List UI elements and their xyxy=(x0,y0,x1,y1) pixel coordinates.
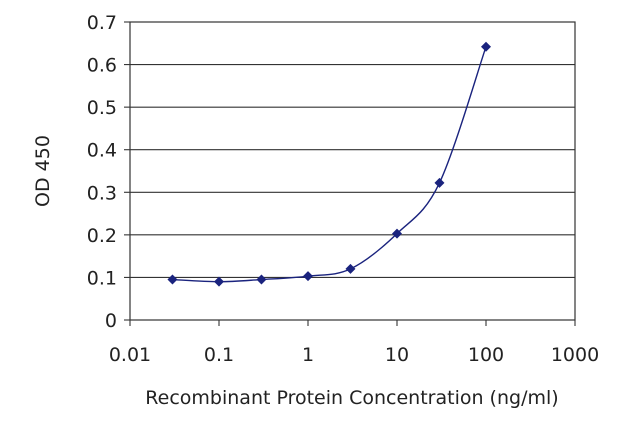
data-point xyxy=(303,271,313,282)
data-points xyxy=(167,41,491,287)
y-axis-title: OD 450 xyxy=(32,135,54,207)
x-tick-label: 10 xyxy=(385,344,409,366)
data-point xyxy=(345,263,356,274)
x-tick-label: 0.1 xyxy=(204,344,234,366)
gridlines xyxy=(130,64,575,278)
fit-curve xyxy=(172,46,487,283)
x-tick-label: 0.01 xyxy=(109,344,151,366)
y-tick-label: 0 xyxy=(105,310,117,332)
data-point xyxy=(434,177,445,188)
x-axis-title: Recombinant Protein Concentration (ng/ml… xyxy=(145,387,558,409)
y-tick-label: 0.4 xyxy=(87,140,117,162)
x-tick-label: 100 xyxy=(468,344,504,366)
y-tick-label: 0.6 xyxy=(87,55,117,77)
y-axis: 0 0.1 0.2 0.3 0.4 0.5 0.6 0.7 xyxy=(87,12,130,332)
y-tick-label: 0.2 xyxy=(87,225,117,247)
x-tick-label: 1000 xyxy=(551,344,599,366)
data-point xyxy=(167,274,178,285)
y-tick-label: 0.7 xyxy=(87,12,117,34)
y-tick-label: 0.5 xyxy=(87,97,117,119)
y-tick-label: 0.3 xyxy=(87,182,117,204)
data-point xyxy=(256,274,267,285)
x-tick-label: 1 xyxy=(302,344,314,366)
y-tick-label: 0.1 xyxy=(87,267,117,289)
data-point xyxy=(214,276,224,287)
data-point xyxy=(481,41,491,52)
data-point xyxy=(392,228,402,239)
x-axis: 0.01 0.1 1 10 100 1000 xyxy=(109,320,599,366)
plot-frame xyxy=(129,21,576,321)
